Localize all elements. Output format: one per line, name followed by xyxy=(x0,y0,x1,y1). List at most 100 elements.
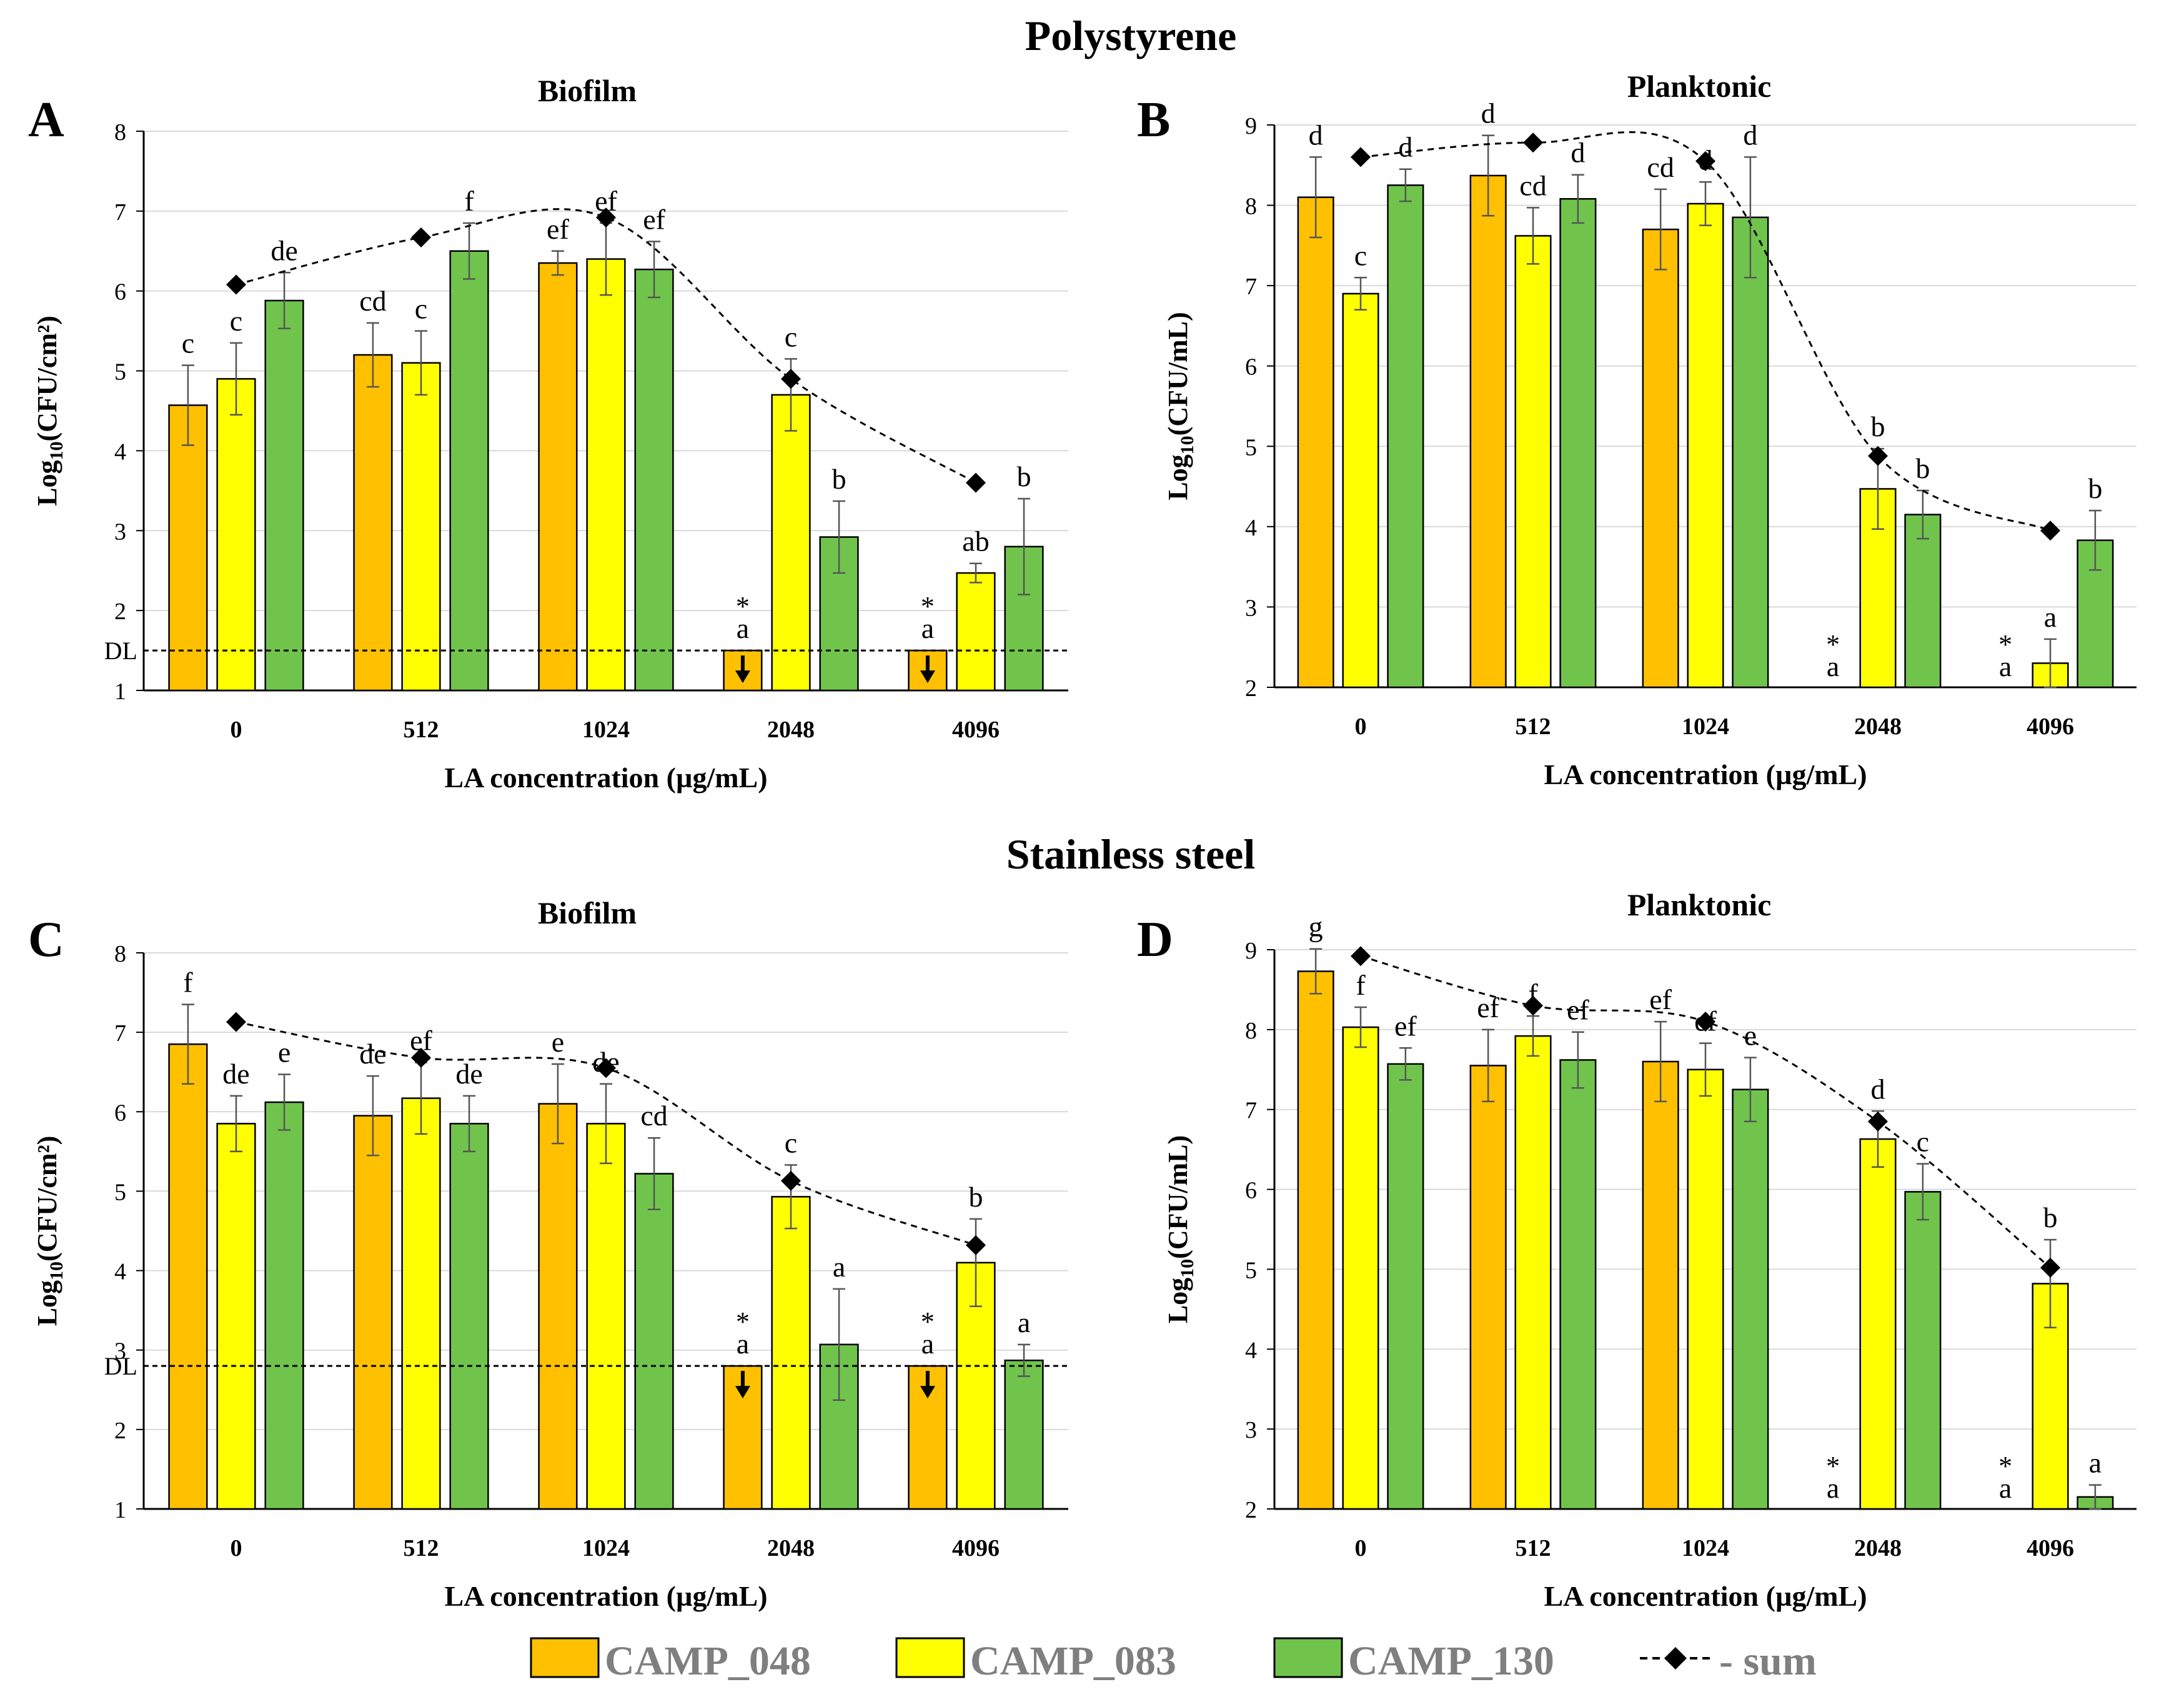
x-axis-label: LA concentration (µg/mL) xyxy=(1544,1580,1867,1612)
significance-letter: cd xyxy=(1647,151,1674,183)
chart-title: Biofilm xyxy=(538,895,637,930)
x-tick-label: 512 xyxy=(404,717,439,743)
bar xyxy=(1559,1059,1597,1510)
y-tick-label: 5 xyxy=(1245,434,1257,460)
y-tick-label: 7 xyxy=(114,1020,126,1047)
bar xyxy=(1687,1068,1724,1510)
panel-letter: C xyxy=(28,912,64,967)
bar xyxy=(216,378,256,692)
significance-star: * xyxy=(921,1306,935,1337)
bar xyxy=(634,268,674,692)
x-tick-label: 0 xyxy=(231,717,242,743)
chart-title: Planktonic xyxy=(1627,69,1772,104)
significance-letter: c xyxy=(1917,1126,1929,1158)
y-tick-label: 1 xyxy=(114,679,126,705)
x-axis-label: LA concentration (µg/mL) xyxy=(1544,759,1867,790)
sum-marker xyxy=(1695,1012,1715,1032)
y-tick-label: 3 xyxy=(1245,1417,1257,1443)
bar xyxy=(1387,1063,1424,1510)
y-tick-label: 7 xyxy=(1245,274,1257,300)
significance-letter: c xyxy=(785,1127,797,1158)
bar xyxy=(771,1196,811,1510)
chart-title: Biofilm xyxy=(538,73,637,108)
significance-letter: a xyxy=(921,612,934,644)
bar xyxy=(168,404,208,692)
significance-letter: c xyxy=(1354,239,1367,271)
significance-letter: b xyxy=(1871,411,1885,442)
x-tick-label: 512 xyxy=(404,1535,439,1561)
sum-marker xyxy=(966,472,986,493)
bar xyxy=(586,258,626,692)
section-title-polystyrene: Polystyrene xyxy=(1025,12,1237,59)
bar xyxy=(449,250,489,692)
sum-marker xyxy=(781,369,801,389)
sum-marker xyxy=(781,1170,801,1191)
significance-letter: e xyxy=(552,1026,564,1058)
significance-star: * xyxy=(1826,629,1840,660)
significance-letter: d xyxy=(1571,137,1585,169)
legend-label-sum: - sum xyxy=(1719,1638,1817,1684)
bar xyxy=(1342,292,1379,689)
x-tick-label: 4096 xyxy=(952,717,1000,743)
panel-letter: A xyxy=(28,92,64,147)
x-tick-label: 4096 xyxy=(2027,714,2074,740)
bar xyxy=(1514,235,1552,689)
significance-letter: a xyxy=(921,1328,934,1360)
significance-letter: cd xyxy=(359,285,386,317)
bar xyxy=(1904,514,1942,689)
y-tick-label: 4 xyxy=(114,439,126,465)
significance-letter: c xyxy=(415,293,427,325)
bar xyxy=(353,1115,393,1510)
legend-swatch-camp-083 xyxy=(895,1637,965,1678)
y-tick-label: 8 xyxy=(114,119,126,146)
chart-panel-c: C Biofilm 1 2 3 4 5 6 7 8 Log10(CFU/cm²) 0 512 1024 20… xyxy=(28,895,1068,1612)
x-tick-label: 512 xyxy=(1516,714,1551,740)
significance-star: * xyxy=(921,591,935,622)
sum-marker xyxy=(1868,445,1888,466)
significance-letter: f xyxy=(1356,969,1366,1001)
significance-letter: d xyxy=(1481,97,1496,129)
bar xyxy=(1732,216,1769,689)
bar xyxy=(1469,1065,1507,1510)
bar xyxy=(449,1123,489,1510)
significance-letter: ef xyxy=(643,203,665,235)
y-tick-label: 5 xyxy=(114,359,126,386)
significance-letter: e xyxy=(1744,1020,1757,1052)
sum-marker xyxy=(2040,1257,2060,1278)
y-tick-label: 7 xyxy=(1245,1098,1257,1124)
x-tick-label: 4096 xyxy=(2027,1535,2074,1561)
bar xyxy=(1469,174,1507,689)
x-tick-label: 0 xyxy=(1355,1535,1367,1561)
y-tick-label: 2 xyxy=(1245,675,1257,702)
significance-letter: a xyxy=(833,1251,845,1283)
y-tick-label: 2 xyxy=(114,1418,126,1444)
significance-star: * xyxy=(736,591,750,622)
y-tick-label: 4 xyxy=(1245,1337,1257,1363)
significance-letter: de xyxy=(359,1038,386,1070)
sum-marker xyxy=(226,274,246,295)
y-tick-label: 5 xyxy=(1245,1257,1257,1283)
significance-letter: b xyxy=(2043,1202,2058,1233)
x-axis-label: LA concentration (µg/mL) xyxy=(444,762,767,794)
section-title-stainless-steel: Stainless steel xyxy=(1006,830,1256,878)
chart-panel-b: B Planktonic 2 3 4 5 6 7 8 9 Log10(CFU/mL) 0 512 1024… xyxy=(1137,69,2137,790)
bar xyxy=(1859,1138,1897,1510)
bar xyxy=(264,299,304,692)
significance-letter: ef xyxy=(1649,983,1672,1015)
y-tick-label: 4 xyxy=(114,1259,126,1285)
significance-letter: ef xyxy=(1477,992,1499,1023)
sum-marker xyxy=(596,1058,616,1078)
sum-marker xyxy=(1351,147,1371,167)
significance-letter: de xyxy=(271,234,297,266)
x-tick-label: 0 xyxy=(1355,714,1367,740)
bar xyxy=(538,262,578,692)
x-tick-label: 4096 xyxy=(952,1535,1000,1561)
significance-letter: c xyxy=(785,321,797,352)
sum-marker xyxy=(1695,151,1715,171)
y-tick-label: 2 xyxy=(1245,1497,1257,1523)
x-tick-label: 2048 xyxy=(767,717,815,743)
legend: CAMP_048 CAMP_083 CAMP_130 - sum xyxy=(530,1637,1817,1684)
bar xyxy=(264,1101,304,1510)
significance-letter: b xyxy=(2088,472,2102,504)
sum-marker xyxy=(411,227,431,248)
